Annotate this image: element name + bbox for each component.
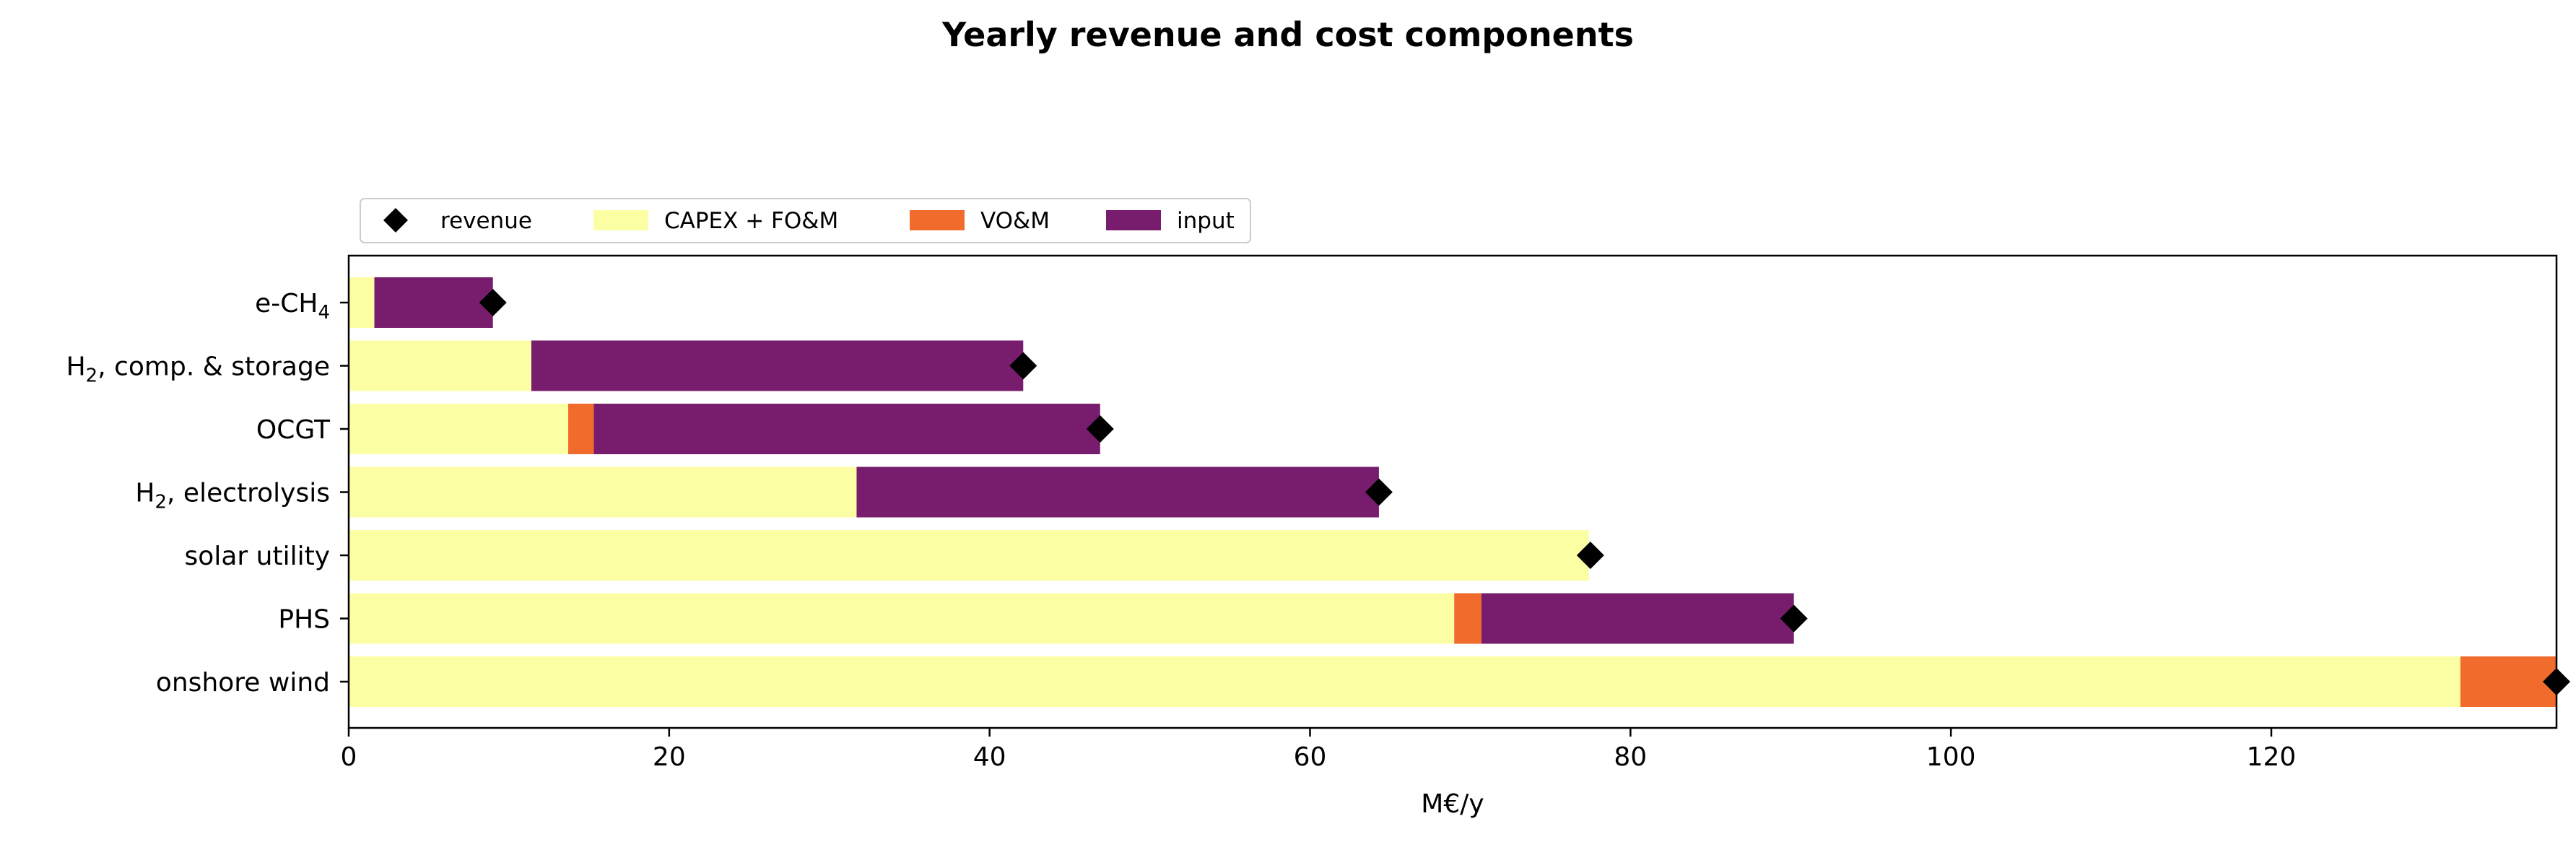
- y-axis: e-CH4 H2, comp. & storage OCGT H2, electrol…: [66, 289, 349, 698]
- legend-swatch-1: [910, 210, 965, 230]
- bar-segment-0-1: [349, 340, 531, 391]
- x-tick-label-4: 80: [1614, 742, 1647, 772]
- revenue-marker-3: [1365, 478, 1393, 506]
- x-tick-label-6: 120: [2247, 742, 2297, 772]
- revenue-marker-2: [1086, 415, 1114, 443]
- x-tick-label-3: 60: [1294, 742, 1327, 772]
- chart-title: Yearly revenue and cost components: [941, 15, 1634, 54]
- legend-label-1: VO&M: [980, 208, 1050, 234]
- revenue-marker-0: [479, 289, 507, 316]
- y-tick-label-3: H2, electrolysis: [135, 479, 330, 513]
- x-tick-label-1: 20: [653, 742, 686, 772]
- legend-swatch-revenue: [383, 208, 408, 233]
- bar-segment-2-3: [856, 466, 1379, 518]
- bar-segment-0-2: [349, 404, 569, 454]
- x-axis-label: M€/y: [1421, 789, 1484, 819]
- x-tick-label-5: 100: [1926, 742, 1976, 772]
- revenue-marker-4: [1576, 542, 1604, 569]
- legend-swatch-2: [1106, 210, 1161, 230]
- legend-swatch-0: [593, 210, 648, 230]
- revenue-marker-1: [1009, 352, 1037, 380]
- bar-segment-1-2: [568, 404, 594, 454]
- y-tick-label-0: e-CH4: [255, 289, 330, 324]
- revenue-marker-5: [1780, 604, 1808, 633]
- legend-label-2: input: [1177, 208, 1235, 234]
- bar-segment-2-1: [531, 340, 1024, 391]
- x-axis: 0 20 40 60 80 100 120: [341, 728, 2297, 772]
- bar-segment-2-2: [593, 404, 1100, 454]
- legend-frame: [360, 198, 1251, 243]
- y-tick-label-2: OCGT: [256, 415, 331, 445]
- x-tick-label-2: 40: [973, 742, 1006, 772]
- bar-segment-1-6: [2460, 656, 2557, 707]
- legend-label-revenue: revenue: [440, 208, 532, 234]
- y-tick-label-1: H2, comp. & storage: [66, 352, 330, 387]
- bar-segment-0-0: [349, 277, 375, 328]
- bar-segment-0-3: [349, 466, 857, 518]
- legend: revenue CAPEX + FO&M VO&M input: [360, 198, 1251, 243]
- bar-segment-0-6: [349, 656, 2460, 707]
- x-tick-label-0: 0: [341, 742, 357, 772]
- y-tick-label-4: solar utility: [185, 542, 330, 571]
- bar-segment-0-5: [349, 593, 1455, 644]
- y-tick-label-6: onshore wind: [156, 668, 330, 698]
- legend-label-0: CAPEX + FO&M: [664, 208, 838, 234]
- bar-segment-0-4: [349, 530, 1589, 581]
- bar-segment-2-0: [374, 277, 493, 328]
- y-tick-label-5: PHS: [278, 605, 330, 635]
- bar-segment-1-5: [1454, 593, 1481, 644]
- bar-segment-2-5: [1481, 593, 1794, 644]
